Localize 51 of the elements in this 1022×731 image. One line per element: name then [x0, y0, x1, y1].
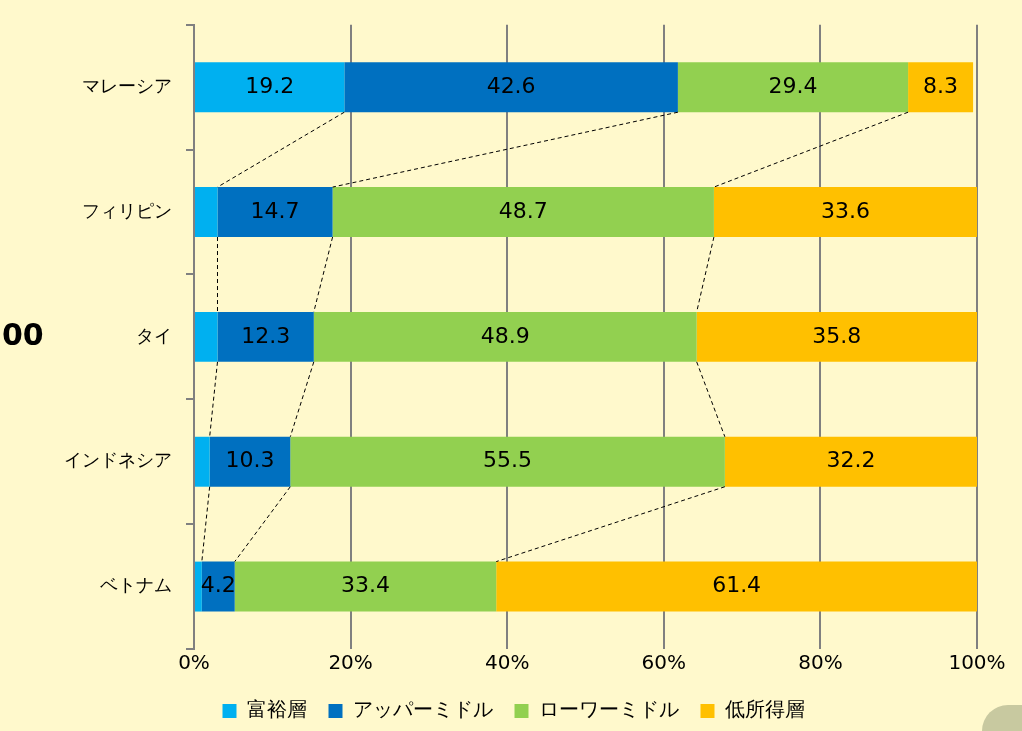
- bar: [724, 436, 977, 487]
- data-label: 8.3: [923, 72, 959, 98]
- bar: [908, 62, 974, 113]
- x-tick-label: 100%: [948, 650, 1006, 675]
- data-label: 33.6: [820, 197, 870, 223]
- data-label: 12.3: [241, 322, 291, 348]
- data-label: 29.4: [768, 72, 818, 98]
- data-label: 10.3: [225, 447, 275, 473]
- data-label: 33.4: [340, 572, 390, 598]
- data-label: 19.2: [245, 72, 295, 98]
- data-label: 55.5: [483, 447, 533, 473]
- bar: [195, 561, 202, 612]
- x-tick-label: 20%: [328, 650, 373, 675]
- data-label: 61.4: [712, 572, 762, 598]
- bar: [195, 62, 345, 113]
- legend-label: ローワーミドル: [538, 697, 679, 722]
- bar: [332, 187, 714, 238]
- x-tick-label: 0%: [178, 650, 210, 675]
- bar: [195, 311, 218, 362]
- data-label: 48.9: [480, 322, 530, 348]
- legend-label: アッパーミドル: [352, 697, 493, 722]
- bar: [313, 311, 697, 362]
- bar: [195, 436, 210, 487]
- x-tick-label: 80%: [798, 650, 843, 675]
- bar: [234, 561, 497, 612]
- data-label: 32.2: [826, 447, 876, 473]
- data-label: 14.7: [250, 197, 300, 223]
- y-tick-label: ベトナム: [100, 574, 172, 596]
- legend-label: 低所得層: [724, 697, 805, 722]
- y-tick-label: マレーシア: [82, 74, 172, 96]
- x-tick-label: 60%: [641, 650, 687, 675]
- bar: [344, 62, 678, 113]
- data-label: 4.2: [200, 572, 236, 598]
- y-tick-label: フィリピン: [82, 199, 172, 221]
- x-tick-label: 40%: [484, 650, 530, 675]
- data-label: 42.6: [486, 72, 536, 98]
- data-label: 35.8: [812, 322, 862, 348]
- bar: [290, 436, 725, 487]
- data-label: 48.7: [498, 197, 548, 223]
- bar: [195, 187, 218, 238]
- text: 00: [2, 316, 44, 352]
- bar: [217, 311, 314, 362]
- bar: [713, 187, 977, 238]
- bar: [677, 62, 909, 113]
- bar: [209, 436, 291, 487]
- y-tick-label: インドネシア: [64, 449, 172, 471]
- legend-label: 富裕層: [246, 697, 307, 722]
- bar: [696, 311, 977, 362]
- y-tick-label: タイ: [136, 324, 172, 346]
- bar: [217, 187, 333, 238]
- bar: [496, 561, 977, 612]
